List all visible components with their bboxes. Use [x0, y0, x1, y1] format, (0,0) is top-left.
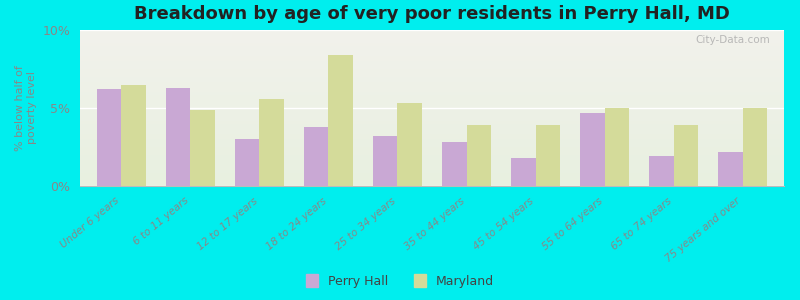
Bar: [98, 89, 122, 186]
Bar: [304, 127, 329, 186]
Bar: [466, 125, 490, 186]
Text: City-Data.com: City-Data.com: [695, 35, 770, 45]
Bar: [122, 85, 146, 186]
Bar: [235, 139, 259, 186]
Bar: [166, 88, 190, 186]
Bar: [718, 152, 742, 186]
Bar: [605, 108, 629, 186]
Bar: [329, 55, 353, 186]
Bar: [442, 142, 466, 186]
Bar: [580, 113, 605, 186]
Bar: [398, 103, 422, 186]
Bar: [742, 108, 766, 186]
Bar: [374, 136, 398, 186]
Title: Breakdown by age of very poor residents in Perry Hall, MD: Breakdown by age of very poor residents …: [134, 5, 730, 23]
Bar: [259, 99, 284, 186]
Bar: [674, 125, 698, 186]
Bar: [511, 158, 535, 186]
Bar: [535, 125, 560, 186]
Y-axis label: % below half of
poverty level: % below half of poverty level: [15, 65, 37, 151]
Bar: [190, 110, 214, 186]
Bar: [650, 156, 674, 186]
Legend: Perry Hall, Maryland: Perry Hall, Maryland: [306, 274, 494, 288]
